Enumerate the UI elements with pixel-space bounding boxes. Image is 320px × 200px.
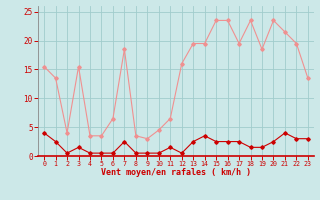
X-axis label: Vent moyen/en rafales ( km/h ): Vent moyen/en rafales ( km/h ) <box>101 168 251 177</box>
